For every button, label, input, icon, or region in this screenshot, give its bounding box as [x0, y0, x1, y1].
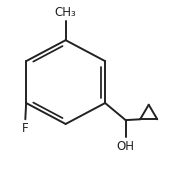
Text: CH₃: CH₃	[55, 6, 76, 19]
Text: F: F	[22, 122, 29, 135]
Text: OH: OH	[117, 140, 135, 153]
